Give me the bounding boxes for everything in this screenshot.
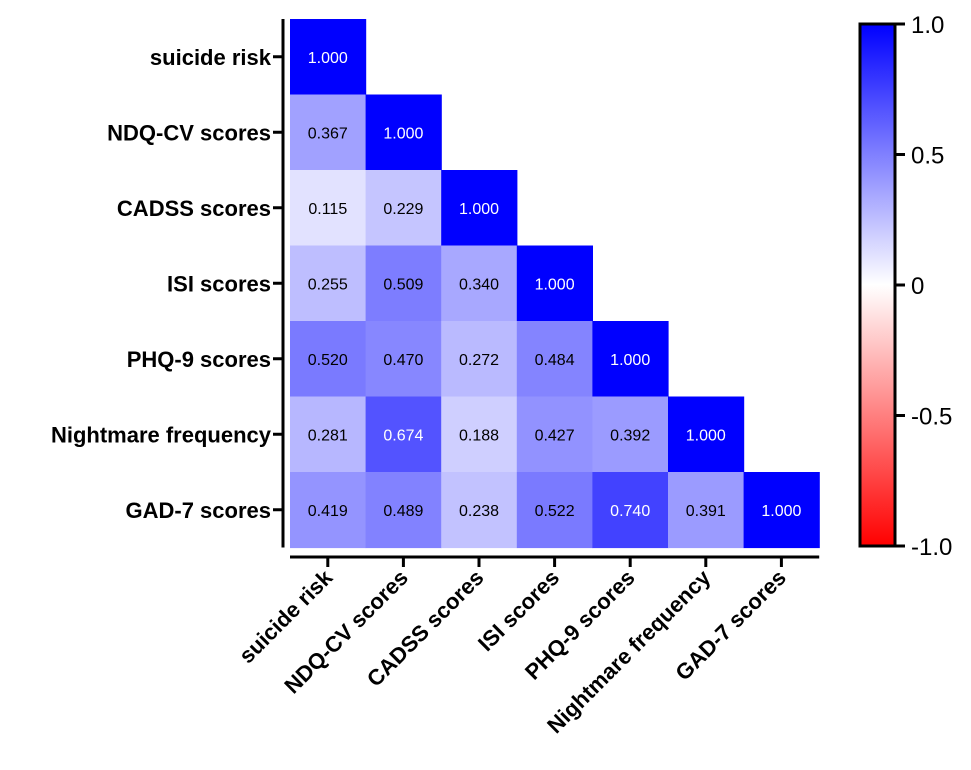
heatmap-cell-r6-c2 — [441, 472, 518, 549]
colorbar-ticks: 1.0 0.5 0 -0.5 -1.0 — [895, 12, 952, 561]
heatmap-cell-r5-c3 — [516, 396, 593, 473]
heatmap-cell-r5-c1 — [365, 396, 442, 473]
row-label: suicide risk — [150, 45, 272, 70]
cell-value-label-r5-c4: 0.392 — [610, 427, 650, 444]
cell-value-label-r3-c0: 0.255 — [308, 276, 348, 293]
cell-value-label-r6-c6: 1.000 — [761, 503, 801, 520]
cell-value-label-r3-c1: 0.509 — [383, 276, 423, 293]
cell-value-label-r2-c1: 0.229 — [383, 201, 423, 218]
cell-value-label-r5-c0: 0.281 — [308, 427, 348, 444]
cell-value-label-r3-c3: 1.000 — [535, 276, 575, 293]
heatmap-cell-r4-c2 — [441, 321, 518, 398]
heatmap-cell-r6-c1 — [365, 472, 442, 549]
cell-value-label-r6-c5: 0.391 — [686, 503, 726, 520]
cell-value-label-r4-c3: 0.484 — [535, 352, 575, 369]
cell-value-label-r4-c0: 0.520 — [308, 352, 348, 369]
cell-value-label-r6-c3: 0.522 — [535, 503, 575, 520]
cell-value-label-r5-c5: 1.000 — [686, 427, 726, 444]
row-label: NDQ-CV scores — [107, 120, 271, 145]
colorbar-tick-label: -1.0 — [911, 534, 952, 561]
heatmap-cell-r4-c3 — [516, 321, 593, 398]
row-label: CADSS scores — [117, 196, 271, 221]
heatmap-cell-r6-c6 — [743, 472, 820, 549]
cell-value-label-r3-c2: 0.340 — [459, 276, 499, 293]
heatmap-cell-r5-c4 — [592, 396, 669, 473]
heatmap-cell-r2-c1 — [365, 170, 442, 247]
colorbar: 1.0 0.5 0 -0.5 -1.0 — [858, 12, 952, 561]
colorbar-tick-label: 0 — [911, 273, 924, 300]
heatmap-cell-r5-c5 — [668, 396, 745, 473]
heatmap-cell-r4-c1 — [365, 321, 442, 398]
heatmap-cell-r6-c5 — [668, 472, 745, 549]
cell-value-label-r4-c4: 1.000 — [610, 352, 650, 369]
row-label: PHQ-9 scores — [127, 347, 271, 372]
row-label: Nightmare frequency — [51, 422, 272, 447]
heatmap-cell-r3-c1 — [365, 245, 442, 322]
cell-value-label-r2-c2: 1.000 — [459, 201, 499, 218]
cell-value-label-r5-c1: 0.674 — [383, 427, 423, 444]
row-label: GAD-7 scores — [125, 498, 271, 523]
heatmap-cell-r1-c1 — [365, 94, 442, 171]
heatmap-cell-r3-c2 — [441, 245, 518, 322]
cell-value-label-r2-c0: 0.115 — [308, 201, 347, 218]
heatmap-cell-r6-c0 — [290, 472, 367, 549]
row-label: ISI scores — [167, 271, 271, 296]
heatmap-cell-r2-c2 — [441, 170, 518, 247]
cell-value-label-r6-c2: 0.238 — [459, 503, 499, 520]
cell-value-label-r0-c0: 1.000 — [308, 50, 348, 67]
cell-value-label-r4-c2: 0.272 — [459, 352, 499, 369]
colorbar-tick-label: 1.0 — [911, 12, 944, 39]
heatmap-cell-r4-c4 — [592, 321, 669, 398]
heatmap-cell-r1-c0 — [290, 94, 367, 171]
heatmap-cell-r3-c0 — [290, 245, 367, 322]
colorbar-tick-label: -0.5 — [911, 404, 952, 431]
heatmap-cell-r0-c0 — [290, 19, 367, 96]
cell-value-label-r6-c1: 0.489 — [383, 503, 423, 520]
heatmap-cell-r3-c3 — [516, 245, 593, 322]
heatmap-cell-r6-c3 — [516, 472, 593, 549]
cell-value-label-r5-c2: 0.188 — [459, 427, 499, 444]
heatmap-cell-r2-c0 — [290, 170, 367, 247]
heatmap-cell-labels: 1.000 0.367 1.000 0.115 0.229 1.000 0.255 0.509… — [308, 50, 802, 520]
cell-value-label-r4-c1: 0.470 — [383, 352, 423, 369]
heatmap-cell-r6-c4 — [592, 472, 669, 549]
cell-value-label-r6-c4: 0.740 — [610, 503, 650, 520]
heatmap-cell-r5-c0 — [290, 396, 367, 473]
colorbar-gradient — [858, 22, 897, 548]
cell-value-label-r6-c0: 0.419 — [308, 503, 348, 520]
colorbar-tick-label: 0.5 — [911, 143, 944, 170]
row-axis: suicide risk NDQ-CV scores CADSS scores ISI… — [51, 19, 285, 548]
cell-value-label-r1-c0: 0.367 — [308, 125, 348, 142]
heatmap-cell-r5-c2 — [441, 396, 518, 473]
cell-value-label-r1-c1: 1.000 — [383, 125, 423, 142]
heatmap-cells — [290, 19, 820, 549]
cell-value-label-r5-c3: 0.427 — [535, 427, 575, 444]
heatmap-cell-r4-c0 — [290, 321, 367, 398]
